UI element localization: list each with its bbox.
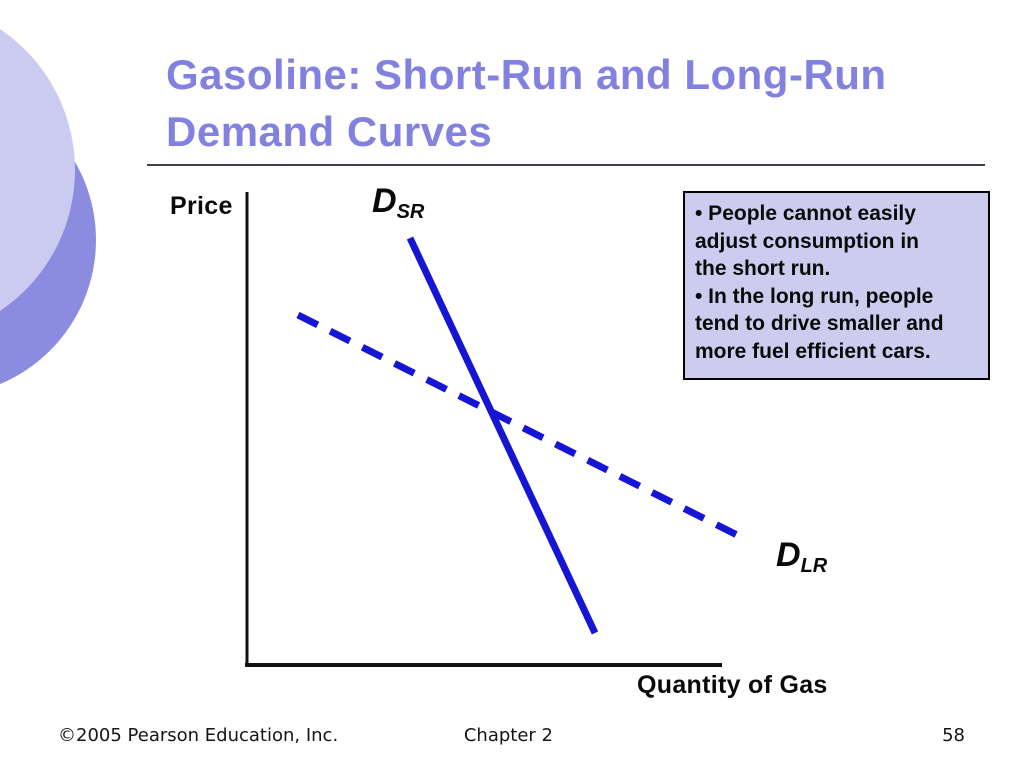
footer-page-number: 58 [942, 725, 965, 746]
dsr-curve [406, 236, 599, 635]
dlr-curve [296, 311, 749, 544]
footer: ©2005 Pearson Education, Inc. Chapter 2 … [0, 725, 1024, 749]
callout-line: the short run. [695, 257, 831, 280]
dlr-label-sub: LR [800, 555, 828, 577]
dsr-label-sub: SR [396, 201, 425, 223]
slide-title: Gasoline: Short-Run and Long-Run Demand C… [166, 46, 887, 160]
dsr-label-main: D [372, 182, 397, 220]
title-line-1: Gasoline: Short-Run and Long-Run [166, 51, 887, 98]
callout-line: • In the long run, people [695, 284, 934, 308]
callout-line: tend to drive smaller and [695, 312, 944, 335]
callout-line: adjust consumption in [695, 229, 919, 253]
y-axis-label: Price [170, 192, 233, 220]
title-divider [147, 164, 985, 166]
title-line-2: Demand Curves [166, 108, 493, 155]
footer-chapter: Chapter 2 [463, 725, 554, 746]
footer-copyright: ©2005 Pearson Education, Inc. [58, 725, 339, 746]
callout-line: more fuel efficient cars. [695, 339, 931, 363]
callout-box: • People cannot easily adjust consumptio… [683, 191, 990, 380]
dsr-curve-label: DSR [372, 182, 424, 224]
x-axis-label: Quantity of Gas [637, 671, 828, 699]
dlr-curve-label: DLR [776, 536, 827, 578]
callout-line: • People cannot easily [695, 202, 916, 225]
dlr-label-main: D [776, 536, 801, 574]
